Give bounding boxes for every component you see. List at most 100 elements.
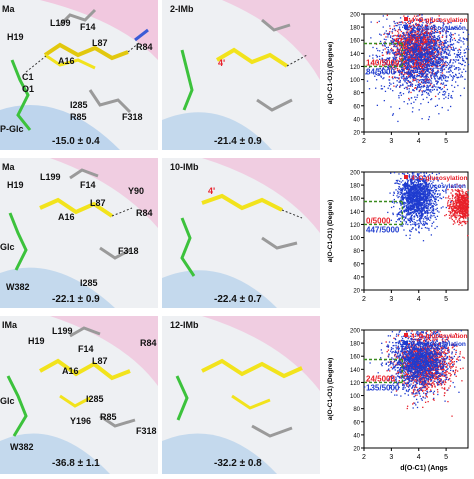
scatter-point	[457, 191, 458, 192]
scatter-point	[428, 44, 429, 45]
scatter-point	[404, 190, 405, 191]
scatter-point	[428, 217, 429, 218]
scatter-point	[434, 228, 435, 229]
residue-label: I285	[70, 100, 88, 110]
scatter-point	[458, 62, 459, 63]
scatter-point	[421, 61, 422, 62]
scatter-point	[442, 76, 443, 77]
scatter-point	[440, 70, 441, 71]
scatter-point	[436, 197, 437, 198]
scatter-point	[429, 68, 430, 69]
scatter-point	[434, 86, 435, 87]
legend-label: 4'-O-glucosylation	[411, 17, 467, 24]
scatter-point	[464, 55, 465, 56]
scatter-point	[390, 88, 391, 89]
scatter-point	[383, 77, 384, 78]
scatter-point	[407, 103, 408, 104]
scatter-point	[402, 33, 403, 34]
scatter-point	[450, 97, 451, 98]
scatter-point	[437, 105, 438, 106]
molecule-render	[162, 316, 320, 474]
scatter-point	[437, 51, 438, 52]
scatter-point	[445, 192, 446, 193]
scatter-point	[444, 42, 445, 43]
scatter-point	[402, 47, 403, 48]
scatter-point	[402, 27, 403, 28]
scatter-point	[425, 36, 426, 37]
scatter-point	[452, 204, 453, 205]
scatter-point	[449, 215, 450, 216]
y-tick-label: 80	[353, 91, 360, 97]
scatter-point	[463, 199, 464, 200]
scatter-point	[451, 65, 452, 66]
scatter-point	[448, 196, 449, 197]
scatter-point	[425, 206, 426, 207]
scatter-point	[433, 76, 434, 77]
scatter-point	[429, 61, 430, 62]
scatter-point	[420, 66, 421, 67]
scatter-point	[430, 200, 431, 201]
scatter-point	[405, 36, 406, 37]
scatter-point	[413, 38, 414, 39]
scatter-point	[394, 55, 395, 56]
scatter-point	[403, 75, 404, 76]
scatter-point	[440, 197, 441, 198]
scatter-point	[401, 36, 402, 37]
scatter-point	[427, 203, 428, 204]
scatter-point	[456, 198, 457, 199]
scatter-point	[444, 51, 445, 52]
y-tick-label: 60	[353, 104, 360, 110]
scatter-point	[432, 210, 433, 211]
scatter-point	[413, 52, 414, 53]
scatter-point	[377, 105, 378, 106]
scatter-point	[462, 64, 463, 65]
scatter-point	[409, 65, 410, 66]
scatter-point	[417, 74, 418, 75]
scatter-point	[442, 62, 443, 63]
scatter-point	[397, 121, 398, 122]
scatter-point	[414, 80, 415, 81]
scatter-point	[464, 65, 465, 66]
scatter-point	[463, 191, 464, 192]
scatter-point	[428, 42, 429, 43]
scatter-point	[410, 231, 411, 232]
scatter-point	[416, 224, 417, 225]
position-label: 4'	[208, 186, 215, 196]
scatter-point	[409, 174, 410, 175]
scatter-point	[421, 81, 422, 82]
scatter-point	[416, 64, 417, 65]
scatter-point	[399, 75, 400, 76]
scatter-point	[457, 211, 458, 212]
scatter-point	[462, 197, 463, 198]
scatter-point	[420, 58, 421, 59]
scatter-point	[426, 194, 427, 195]
scatter-point	[397, 191, 398, 192]
scatter-point	[449, 50, 450, 51]
scatter-point	[389, 53, 390, 54]
scatter-point	[399, 181, 400, 182]
scatter-point	[450, 74, 451, 75]
scatter-point	[455, 40, 456, 41]
scatter-point	[425, 58, 426, 59]
scatter-point	[397, 47, 398, 48]
scatter-point	[460, 223, 461, 224]
scatter-point	[421, 63, 422, 64]
scatter-point	[437, 67, 438, 68]
scatter-point	[422, 68, 423, 69]
scatter-point	[453, 47, 454, 48]
scatter-point	[427, 54, 428, 55]
scatter-point	[429, 90, 430, 91]
scatter-point	[422, 73, 423, 74]
scatter-point	[397, 31, 398, 32]
scatter-point	[410, 92, 411, 93]
scatter-point	[396, 221, 397, 222]
scatter-point	[407, 85, 408, 86]
scatter-point	[424, 190, 425, 191]
residue-label: O1	[22, 84, 34, 94]
scatter-point	[429, 197, 430, 198]
scatter-point	[420, 52, 421, 53]
scatter-point	[391, 50, 392, 51]
scatter-point	[380, 41, 381, 42]
scatter-point	[426, 74, 427, 75]
